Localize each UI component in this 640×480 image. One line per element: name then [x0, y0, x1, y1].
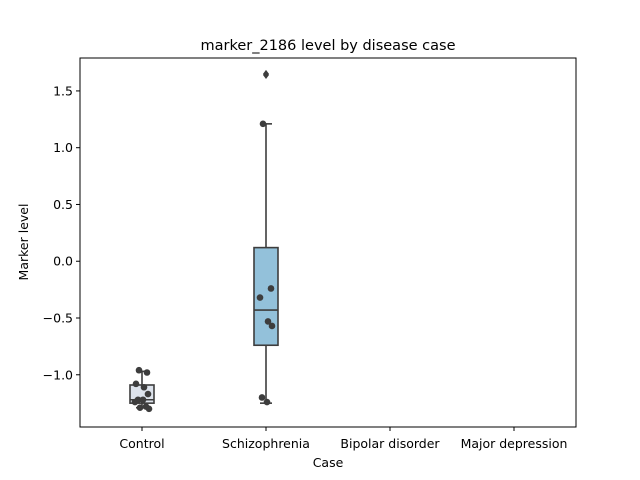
data-point	[267, 285, 275, 292]
y-tick-label: 1.5	[53, 83, 73, 98]
y-axis: −1.0 −0.5 0.0 0.5 1.0 1.5	[43, 83, 80, 382]
y-tick-label: 0.0	[53, 254, 73, 269]
data-point	[256, 294, 264, 301]
x-tick-label: Control	[119, 436, 164, 451]
data-point	[259, 120, 267, 128]
x-tick-label: Major depression	[461, 436, 568, 451]
y-tick-label: −0.5	[43, 311, 73, 326]
box-schizophrenia	[253, 69, 279, 404]
x-axis-label: Case	[313, 455, 344, 470]
data-point	[132, 380, 140, 388]
data-point	[263, 398, 271, 406]
data-point	[268, 322, 276, 330]
data-point	[139, 396, 147, 404]
x-axis: Control Schizophrenia Bipolar disorder Majo…	[119, 427, 567, 451]
y-tick-label: 1.0	[53, 140, 73, 155]
flier-point	[263, 71, 269, 80]
points-layer	[131, 120, 276, 413]
y-tick-label: 0.5	[53, 197, 73, 212]
y-tick-label: −1.0	[43, 367, 73, 382]
y-axis-label: Marker level	[16, 204, 31, 281]
data-point	[136, 404, 144, 411]
data-point	[144, 390, 152, 398]
data-point	[140, 383, 148, 391]
x-tick-label: Bipolar disorder	[340, 436, 440, 451]
x-tick-label: Schizophrenia	[222, 436, 310, 451]
data-point	[131, 398, 139, 406]
data-point	[258, 394, 266, 401]
data-point	[143, 369, 151, 376]
boxes-layer	[129, 69, 279, 409]
data-point	[135, 366, 143, 374]
data-point	[264, 318, 272, 325]
chart-title: marker_2186 level by disease case	[201, 38, 456, 54]
plot-frame	[79, 57, 577, 428]
data-point	[145, 405, 153, 413]
